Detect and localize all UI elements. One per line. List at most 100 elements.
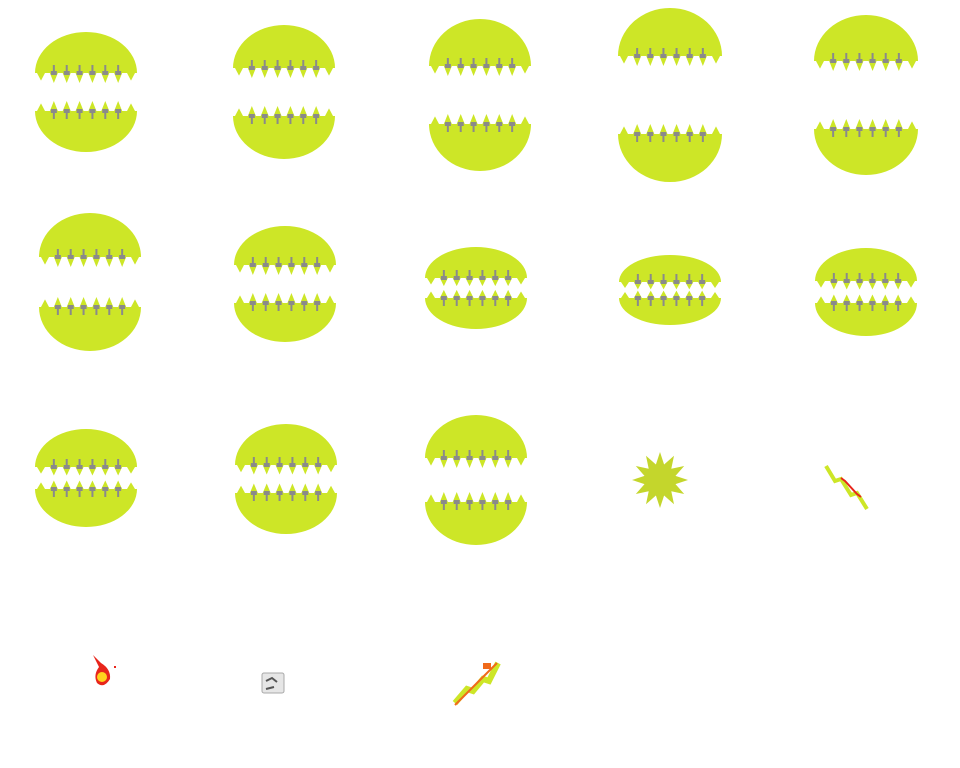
tooth-line bbox=[468, 450, 471, 456]
tooth-shade bbox=[288, 263, 295, 267]
tooth-shade bbox=[315, 491, 322, 495]
tooth-line bbox=[481, 450, 484, 456]
tooth-shade bbox=[302, 463, 309, 467]
tooth-shade bbox=[440, 456, 447, 460]
tooth-shade bbox=[119, 305, 126, 309]
tooth-line bbox=[649, 274, 652, 280]
lower-jaw bbox=[425, 492, 527, 545]
tooth-line bbox=[251, 257, 254, 263]
tooth-shade bbox=[895, 301, 902, 305]
sprite-mouth bbox=[425, 247, 527, 329]
tooth-shade bbox=[856, 59, 863, 63]
upper-jaw bbox=[234, 226, 336, 275]
tooth-shade bbox=[457, 122, 464, 126]
upper-jaw bbox=[619, 255, 721, 290]
tooth-shade bbox=[63, 487, 70, 491]
tooth-line bbox=[468, 504, 471, 510]
upper-jaw bbox=[815, 248, 917, 290]
tooth-shade bbox=[261, 114, 268, 118]
tooth-line bbox=[56, 309, 59, 315]
upper-jaw bbox=[425, 415, 527, 468]
tooth-shade bbox=[440, 500, 447, 504]
tooth-shade bbox=[54, 305, 61, 309]
tooth-line bbox=[91, 65, 94, 71]
upper-jaw bbox=[425, 247, 527, 287]
tooth-line bbox=[117, 113, 120, 119]
tooth-line bbox=[277, 257, 280, 263]
tooth-shade bbox=[288, 301, 295, 305]
tooth-line bbox=[78, 491, 81, 497]
tooth-line bbox=[121, 249, 124, 255]
tooth-shade bbox=[830, 301, 837, 305]
tooth-shade bbox=[314, 301, 321, 305]
tooth-line bbox=[78, 459, 81, 465]
tooth-shade bbox=[843, 127, 850, 131]
lower-jaw bbox=[429, 114, 531, 171]
tooth-shade bbox=[276, 491, 283, 495]
tooth-line bbox=[832, 131, 835, 137]
lower-jaw bbox=[39, 297, 141, 351]
tooth-line bbox=[688, 136, 691, 142]
tooth-line bbox=[662, 274, 665, 280]
tooth-shade bbox=[479, 276, 486, 280]
tooth-shade bbox=[76, 465, 83, 469]
tooth-line bbox=[316, 257, 319, 263]
tooth-line bbox=[56, 249, 59, 255]
sprite-mouth bbox=[814, 15, 918, 175]
lower-jaw bbox=[814, 119, 918, 175]
sprite-mouth bbox=[35, 32, 137, 152]
tooth-shade bbox=[89, 109, 96, 113]
tooth-line bbox=[78, 65, 81, 71]
tooth-line bbox=[884, 273, 887, 279]
tooth-line bbox=[507, 504, 510, 510]
tooth-line bbox=[276, 118, 279, 124]
tooth-line bbox=[82, 249, 85, 255]
tooth-line bbox=[649, 136, 652, 142]
tooth-shade bbox=[634, 280, 641, 284]
tooth-line bbox=[636, 300, 639, 306]
tooth-shade bbox=[505, 500, 512, 504]
bolt-body bbox=[452, 661, 501, 705]
tooth-shade bbox=[115, 71, 122, 75]
tooth-line bbox=[884, 131, 887, 137]
tooth-shade bbox=[496, 64, 503, 68]
tooth-line bbox=[263, 60, 266, 66]
tooth-line bbox=[304, 457, 307, 463]
tooth-line bbox=[291, 457, 294, 463]
tooth-shade bbox=[300, 66, 307, 70]
tooth-line bbox=[481, 300, 484, 306]
tooth-line bbox=[108, 309, 111, 315]
tooth-shade bbox=[250, 463, 257, 467]
tooth-shade bbox=[869, 279, 876, 283]
tooth-line bbox=[291, 495, 294, 501]
tooth-line bbox=[442, 300, 445, 306]
tooth-line bbox=[498, 58, 501, 64]
tooth-shade bbox=[76, 109, 83, 113]
tooth-line bbox=[636, 136, 639, 142]
tooth-line bbox=[65, 459, 68, 465]
tooth-line bbox=[91, 491, 94, 497]
upper-jaw bbox=[233, 25, 335, 78]
tooth-shade bbox=[634, 132, 641, 136]
tooth-line bbox=[468, 300, 471, 306]
tooth-shade bbox=[686, 296, 693, 300]
tooth-line bbox=[82, 309, 85, 315]
tooth-shade bbox=[275, 263, 282, 267]
tooth-shade bbox=[115, 487, 122, 491]
tooth-line bbox=[117, 459, 120, 465]
sprite-mouth bbox=[425, 415, 527, 545]
tooth-line bbox=[250, 60, 253, 66]
tooth-line bbox=[446, 126, 449, 132]
tooth-shade bbox=[505, 276, 512, 280]
tooth-shade bbox=[287, 114, 294, 118]
tooth-line bbox=[494, 504, 497, 510]
tooth-shade bbox=[660, 132, 667, 136]
tooth-shade bbox=[262, 301, 269, 305]
tooth-shade bbox=[119, 255, 126, 259]
tooth-line bbox=[316, 305, 319, 311]
tooth-line bbox=[675, 136, 678, 142]
tooth-line bbox=[845, 131, 848, 137]
tooth-shade bbox=[287, 66, 294, 70]
tooth-shade bbox=[76, 487, 83, 491]
tooth-line bbox=[91, 113, 94, 119]
